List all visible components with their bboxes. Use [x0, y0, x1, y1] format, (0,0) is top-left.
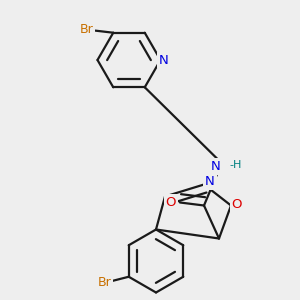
Text: N: N — [211, 160, 221, 173]
Text: -H: -H — [230, 160, 242, 170]
Text: O: O — [166, 196, 176, 209]
Text: N: N — [159, 53, 168, 67]
Text: Br: Br — [80, 23, 93, 36]
Text: N: N — [205, 175, 215, 188]
Text: Br: Br — [98, 276, 112, 289]
Text: O: O — [232, 197, 242, 211]
